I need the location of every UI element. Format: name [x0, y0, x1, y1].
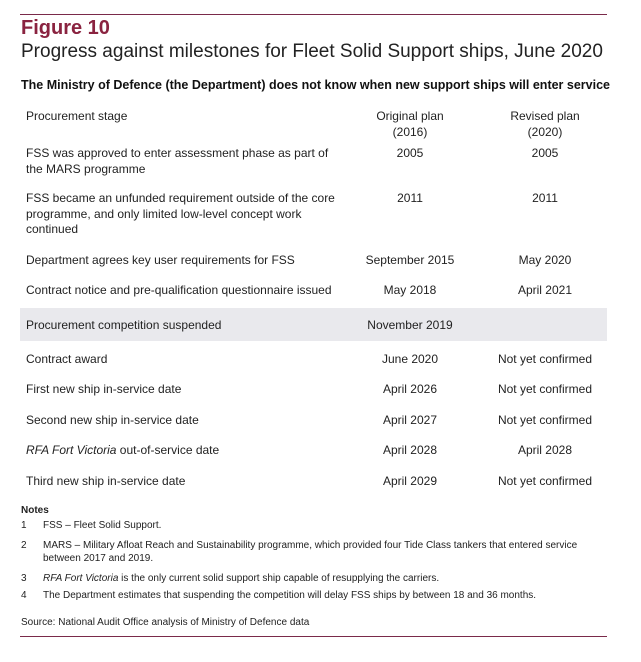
stage-cell: Contract notice and pre-qualification qu… — [26, 283, 332, 297]
bottom-rule — [20, 636, 607, 637]
revised-plan-cell: April 2021 — [517, 283, 573, 297]
note-body: FSS – Fleet Solid Support. — [43, 520, 162, 531]
original-plan-cell: 2011 — [397, 191, 423, 205]
revised-plan-cell: April 2028 — [517, 443, 573, 457]
source-text: Source: National Audit Office analysis o… — [21, 617, 310, 628]
revised-plan-cell: Not yet confirmed — [497, 352, 593, 366]
highlight-row-background — [20, 308, 607, 341]
figure-label: Figure 10 — [21, 17, 110, 39]
stage-cell: First new ship in-service date — [26, 382, 182, 396]
revised-plan-cell: 2005 — [531, 146, 559, 160]
header-revised: Revised plan (2020) — [510, 109, 580, 139]
note-number: 3 — [21, 573, 27, 584]
header-stage: Procurement stage — [26, 109, 128, 123]
note-body: is the only current solid support ship c… — [118, 573, 440, 584]
note-text: FSS – Fleet Solid Support. — [43, 519, 603, 532]
header-original: Original plan (2016) — [376, 109, 444, 139]
note-text: MARS – Military Afloat Reach and Sustain… — [43, 539, 603, 565]
stage-cell: Third new ship in-service date — [26, 474, 186, 488]
note-text: The Department estimates that suspending… — [43, 589, 603, 602]
top-rule — [20, 14, 607, 15]
stage-cell: Procurement competition suspended — [26, 318, 222, 332]
original-plan-cell: April 2028 — [382, 443, 438, 457]
revised-plan-cell: Not yet confirmed — [497, 474, 593, 488]
stage-cell: FSS was approved to enter assessment pha… — [26, 146, 329, 176]
stage-cell: Department agrees key user requirements … — [26, 253, 295, 267]
figure-title: Progress against milestones for Fleet So… — [21, 41, 603, 62]
note-number: 2 — [21, 540, 27, 551]
ship-name: RFA Fort Victoria — [26, 443, 117, 457]
original-plan-cell: September 2015 — [365, 253, 455, 267]
original-plan-cell: April 2027 — [382, 413, 438, 427]
original-plan-cell: May 2018 — [383, 283, 437, 297]
original-plan-cell: June 2020 — [381, 352, 439, 366]
note-number: 4 — [21, 590, 27, 601]
stage-cell: RFA Fort Victoria out-of-service date — [26, 443, 220, 457]
revised-plan-cell: Not yet confirmed — [497, 382, 593, 396]
stage-cell: FSS became an unfunded requirement outsi… — [26, 191, 335, 236]
stage-cell: Contract award — [26, 352, 108, 366]
original-plan-cell: November 2019 — [367, 318, 453, 332]
note-body: The Department estimates that suspending… — [43, 590, 537, 601]
revised-plan-cell: Not yet confirmed — [497, 413, 593, 427]
original-plan-cell: April 2029 — [382, 474, 438, 488]
note-text: RFA Fort Victoria is the only current so… — [43, 572, 603, 585]
original-plan-cell: 2005 — [396, 146, 424, 160]
figure-subtitle: The Ministry of Defence (the Department)… — [21, 78, 610, 92]
notes-heading: Notes — [21, 505, 49, 516]
revised-plan-cell: May 2020 — [518, 253, 572, 267]
original-plan-cell: April 2026 — [382, 382, 438, 396]
note-body: MARS – Military Afloat Reach and Sustain… — [43, 540, 578, 564]
note-number: 1 — [21, 520, 27, 531]
note-italic: RFA Fort Victoria — [43, 573, 119, 584]
stage-cell: Second new ship in-service date — [26, 413, 199, 427]
revised-plan-cell: 2011 — [532, 191, 558, 205]
